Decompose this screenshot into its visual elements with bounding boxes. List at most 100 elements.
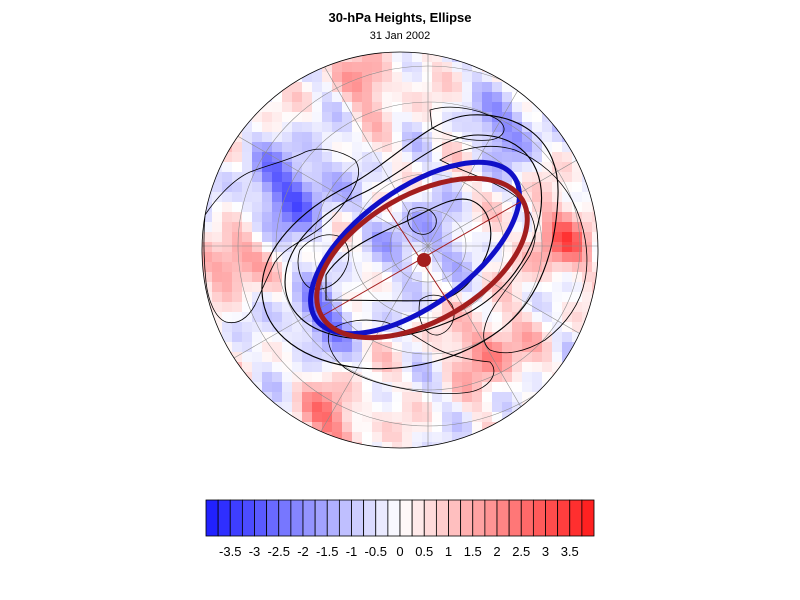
anomaly-cell <box>322 182 333 193</box>
anomaly-cell <box>452 352 463 363</box>
anomaly-cell <box>352 172 363 183</box>
anomaly-cell <box>352 372 363 383</box>
anomaly-cell <box>442 172 453 183</box>
anomaly-cell <box>562 272 573 283</box>
anomaly-cell <box>532 352 543 363</box>
anomaly-cell <box>552 252 563 263</box>
anomaly-cell <box>432 432 443 443</box>
anomaly-cell <box>272 332 283 343</box>
anomaly-cell <box>512 222 523 233</box>
anomaly-cell <box>552 232 563 243</box>
anomaly-cell <box>482 402 493 413</box>
anomaly-cell <box>412 112 423 123</box>
anomaly-cell <box>352 82 363 93</box>
anomaly-cell <box>232 232 243 243</box>
anomaly-cell <box>482 112 493 123</box>
anomaly-cell <box>382 262 393 273</box>
coastline-pacific-rim <box>429 106 505 141</box>
anomaly-cell <box>382 252 393 263</box>
anomaly-cell <box>412 132 423 143</box>
anomaly-cell <box>462 122 473 133</box>
anomaly-cell <box>332 262 343 273</box>
colorbar-tick-label: 1.5 <box>464 544 482 559</box>
anomaly-cell <box>522 362 533 373</box>
anomaly-cell <box>332 272 343 283</box>
anomaly-cell <box>372 112 383 123</box>
anomaly-cell <box>392 362 403 373</box>
anomaly-cell <box>582 212 593 223</box>
anomaly-cell <box>262 122 273 133</box>
anomaly-cell <box>362 152 373 163</box>
anomaly-cell <box>462 82 473 93</box>
anomaly-cell <box>482 242 493 253</box>
anomaly-cell <box>562 242 573 253</box>
anomaly-cell <box>572 222 583 233</box>
anomaly-cell <box>352 142 363 153</box>
anomaly-cell <box>572 172 583 183</box>
colorbar-box <box>338 499 352 537</box>
anomaly-cell <box>332 342 343 353</box>
anomaly-cell <box>442 382 453 393</box>
anomaly-cell <box>282 382 293 393</box>
anomaly-cell <box>292 252 303 263</box>
anomaly-cell <box>362 192 373 203</box>
anomaly-cell <box>272 212 283 223</box>
anomaly-cell <box>332 432 343 443</box>
anomaly-cell <box>452 92 463 103</box>
anomaly-cell <box>432 152 443 163</box>
colorbar-tick-label: -1 <box>346 544 358 559</box>
anomaly-cell <box>432 282 443 293</box>
anomaly-cell <box>292 122 303 133</box>
anomaly-cell <box>532 362 543 373</box>
colorbar-labels: -3.5 -3 -2.5 -2 -1.5 -1 -0.5 0 0.5 1 1.5 2 2.5 3 3.5 <box>219 544 579 559</box>
anomaly-cell <box>532 202 543 213</box>
anomaly-cell <box>502 382 513 393</box>
anomaly-cell <box>432 402 443 413</box>
anomaly-cell <box>372 352 383 363</box>
anomaly-cell <box>522 382 533 393</box>
anomaly-cell <box>332 212 343 223</box>
anomaly-cell <box>462 142 473 153</box>
anomaly-cell <box>342 92 353 103</box>
anomaly-cell <box>412 212 423 223</box>
anomaly-cell <box>522 252 533 263</box>
anomaly-cell <box>352 262 363 273</box>
anomaly-cell <box>222 172 233 183</box>
anomaly-cell <box>472 262 483 273</box>
anomaly-cell <box>322 272 333 283</box>
anomaly-cell <box>262 102 273 113</box>
anomaly-cell <box>272 372 283 383</box>
colorbar-box <box>557 499 571 537</box>
anomaly-cell <box>472 192 483 203</box>
anomaly-cell <box>352 402 363 413</box>
anomaly-cell <box>552 282 563 293</box>
anomaly-cell <box>262 242 273 253</box>
anomaly-cell <box>262 222 273 233</box>
anomaly-cell <box>342 382 353 393</box>
anomaly-cell <box>262 152 273 163</box>
anomaly-cell <box>232 322 243 333</box>
anomaly-cell <box>562 182 573 193</box>
anomaly-cell <box>542 292 553 303</box>
anomaly-cell <box>552 272 563 283</box>
anomaly-cell <box>542 332 553 343</box>
anomaly-cell <box>282 372 293 383</box>
anomaly-cell <box>332 142 343 153</box>
anomaly-cell <box>372 152 383 163</box>
anomaly-cell <box>362 432 373 443</box>
anomaly-cell <box>292 92 303 103</box>
anomaly-cell <box>462 392 473 403</box>
anomaly-cell <box>512 302 523 313</box>
anomaly-cell <box>262 312 273 323</box>
anomaly-cell <box>392 372 403 383</box>
anomaly-cell <box>402 332 413 343</box>
anomaly-cell <box>402 132 413 143</box>
anomaly-cell <box>232 212 243 223</box>
anomaly-cell <box>312 222 323 233</box>
colorbar-box <box>448 499 462 537</box>
anomaly-cell <box>532 212 543 223</box>
anomaly-cell <box>442 202 453 213</box>
anomaly-cell <box>252 282 263 293</box>
anomaly-cell <box>542 282 553 293</box>
anomaly-cell <box>252 152 263 163</box>
